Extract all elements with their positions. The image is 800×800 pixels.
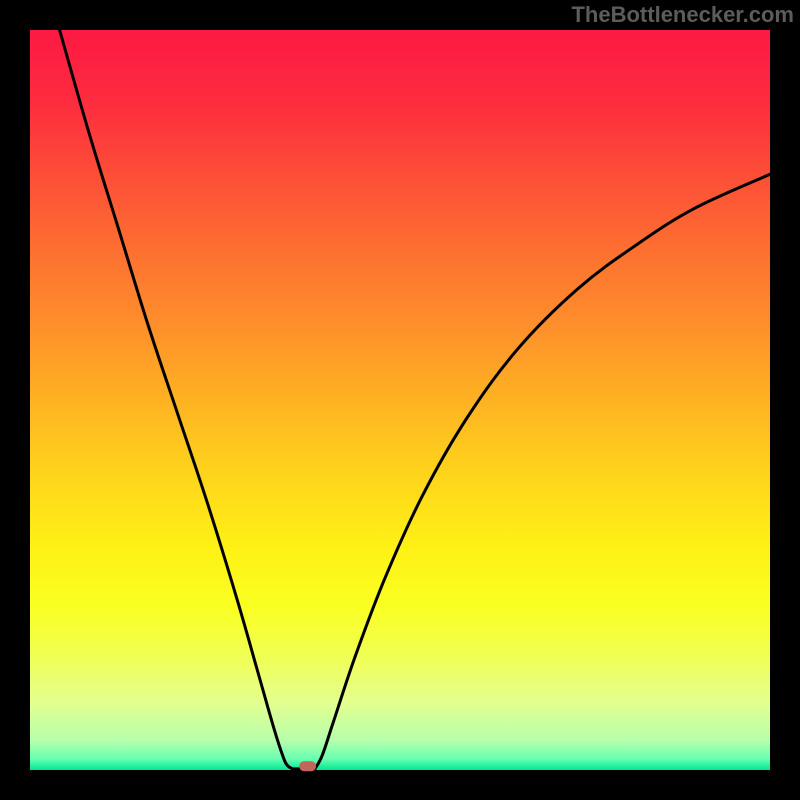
optimum-marker — [299, 761, 317, 771]
chart-container: TheBottlenecker.com — [0, 0, 800, 800]
plot-area — [30, 30, 770, 770]
bottleneck-curve — [60, 30, 770, 769]
watermark-text: TheBottlenecker.com — [571, 2, 794, 28]
curve-layer — [30, 30, 770, 770]
